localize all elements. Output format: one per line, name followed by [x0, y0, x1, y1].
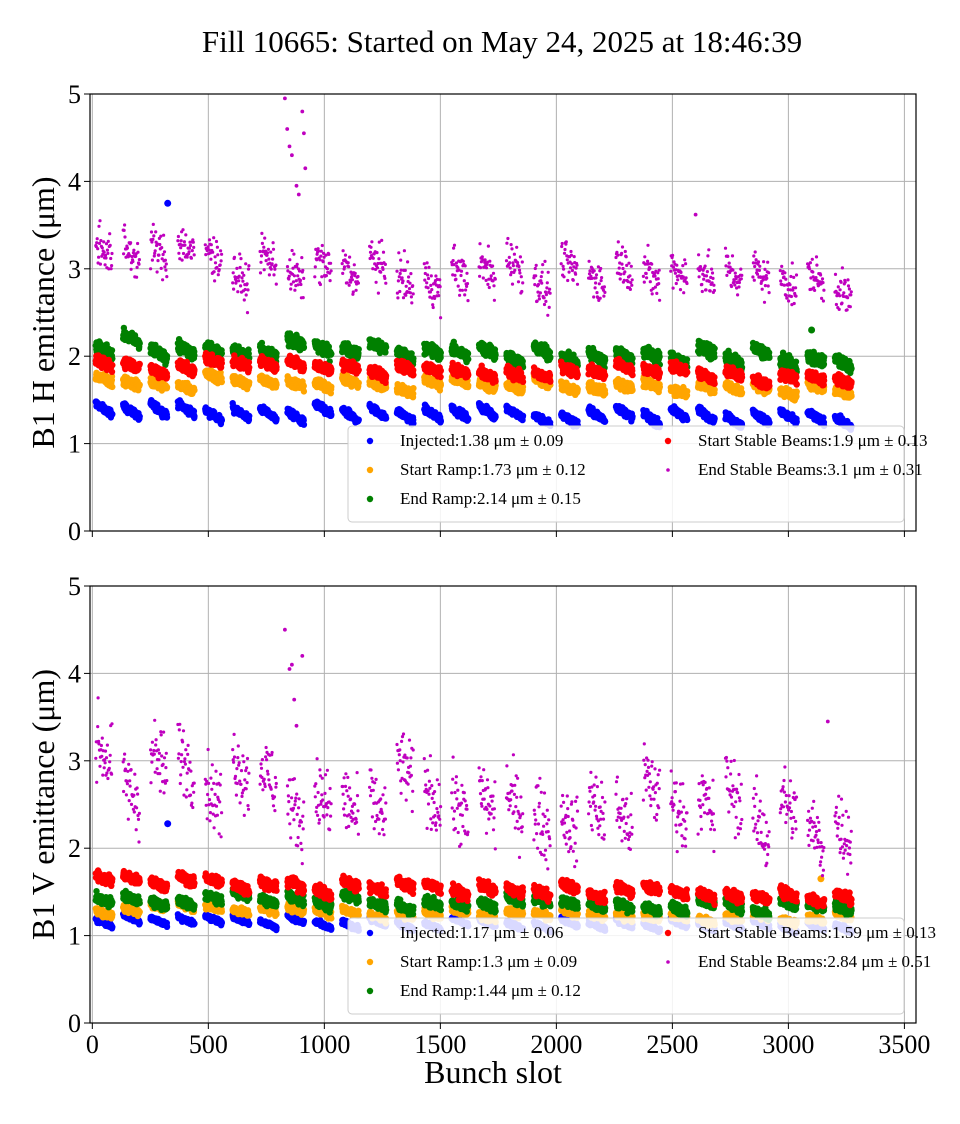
data-point	[602, 391, 608, 397]
data-points	[93, 97, 855, 433]
data-point	[711, 387, 717, 393]
data-point	[246, 379, 252, 385]
data-point	[629, 413, 635, 419]
data-point-outlier	[164, 200, 171, 207]
data-point	[492, 414, 498, 420]
data-point	[164, 384, 170, 390]
data-point	[465, 382, 471, 388]
data-point	[794, 388, 800, 394]
data-point	[657, 384, 663, 390]
data-point	[219, 379, 225, 385]
data-point	[356, 380, 362, 386]
data-point	[246, 413, 252, 419]
data-point	[602, 418, 608, 424]
data-point	[301, 388, 307, 394]
data-point	[137, 413, 143, 419]
data-point	[328, 351, 334, 357]
data-point	[301, 344, 307, 350]
data-point	[684, 388, 690, 394]
data-point	[191, 352, 197, 358]
series-injected	[93, 200, 855, 433]
data-point	[356, 346, 362, 352]
data-point	[164, 353, 170, 359]
data-point	[410, 391, 416, 397]
data-point	[273, 416, 279, 422]
data-point	[191, 387, 197, 393]
data-point	[109, 347, 115, 353]
data-point	[137, 340, 143, 346]
chart-title: Fill 10665: Started on May 24, 2025 at 1…	[202, 24, 802, 59]
data-point	[465, 416, 471, 422]
data-point	[328, 412, 334, 418]
data-point	[575, 386, 581, 392]
data-point	[410, 355, 416, 361]
data-point	[164, 414, 170, 420]
data-point	[356, 417, 362, 423]
data-point	[438, 350, 444, 356]
data-point	[684, 417, 690, 423]
data-point	[629, 387, 635, 393]
data-point	[766, 419, 772, 425]
data-point	[739, 389, 745, 395]
data-point	[137, 382, 143, 388]
data-point	[191, 413, 197, 419]
data-point	[273, 350, 279, 356]
data-point	[328, 384, 334, 390]
data-point	[438, 418, 444, 424]
data-point	[438, 382, 444, 388]
data-point	[273, 382, 279, 388]
data-point	[219, 417, 225, 423]
data-point	[109, 411, 115, 417]
data-point	[848, 393, 854, 399]
data-point	[520, 413, 526, 419]
data-point	[410, 385, 416, 391]
data-point	[383, 344, 389, 350]
data-point	[301, 422, 307, 428]
data-point	[109, 384, 115, 390]
data-point	[794, 419, 800, 425]
data-point	[383, 415, 389, 421]
data-point	[711, 416, 717, 422]
